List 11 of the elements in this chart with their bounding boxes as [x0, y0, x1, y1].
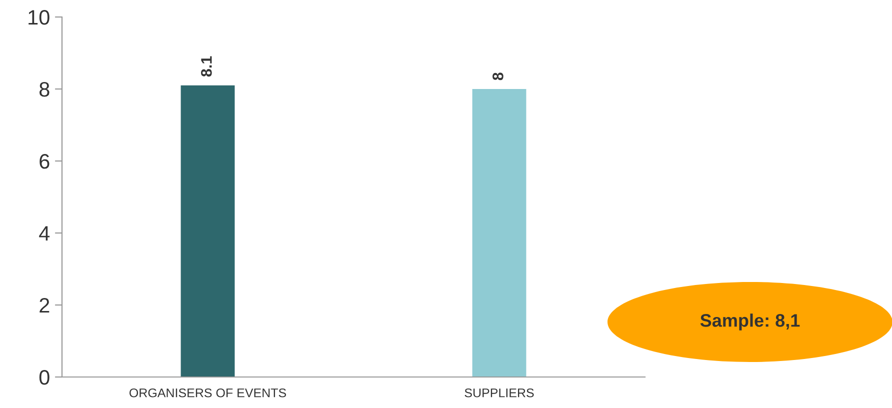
y-tick-label: 6 [40, 154, 50, 169]
x-tick-label: ORGANISERS OF EVENTS [130, 388, 286, 398]
y-tick-label: 0 [39, 370, 50, 385]
x-tick-label: SUPPLIERS [464, 388, 534, 398]
y-tick-label: 10 [28, 10, 50, 25]
text: Sample: 8,1 [700, 314, 800, 330]
y-tick-label: 2 [40, 298, 50, 313]
data-label: 8.1 [201, 56, 212, 77]
data-label: 8 [492, 72, 504, 80]
y-tick-label: 4 [39, 226, 50, 241]
y-tick-label: 8 [40, 82, 50, 97]
